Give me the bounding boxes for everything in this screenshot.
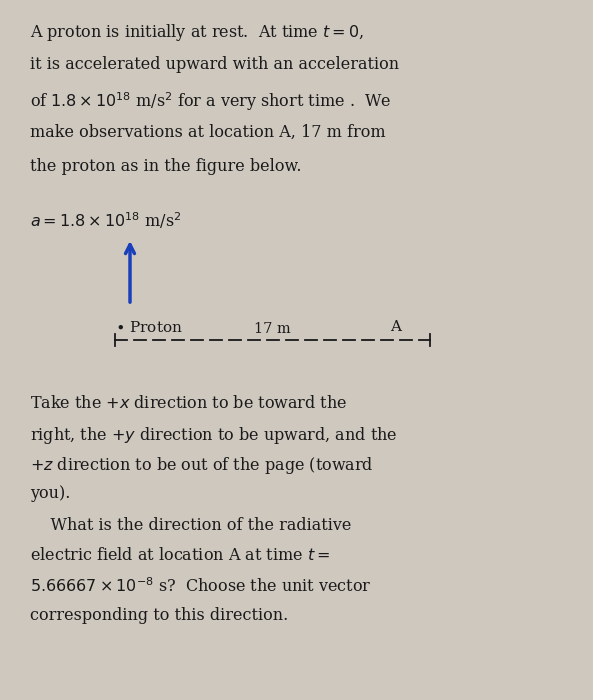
Text: $\bullet$ Proton: $\bullet$ Proton — [115, 320, 183, 335]
Text: What is the direction of the radiative: What is the direction of the radiative — [30, 517, 352, 534]
Text: of $1.8 \times 10^{18}$ m/s$^2$ for a very short time .  We: of $1.8 \times 10^{18}$ m/s$^2$ for a ve… — [30, 90, 391, 113]
Text: the proton as in the figure below.: the proton as in the figure below. — [30, 158, 301, 175]
Text: corresponding to this direction.: corresponding to this direction. — [30, 607, 288, 624]
Text: make observations at location A, 17 m from: make observations at location A, 17 m fr… — [30, 124, 385, 141]
Text: $5.66667 \times 10^{-8}$ s?  Choose the unit vector: $5.66667 \times 10^{-8}$ s? Choose the u… — [30, 577, 372, 596]
Text: Take the $+x$ direction to be toward the: Take the $+x$ direction to be toward the — [30, 395, 347, 412]
Text: right, the $+y$ direction to be upward, and the: right, the $+y$ direction to be upward, … — [30, 425, 397, 446]
Text: 17 m: 17 m — [254, 322, 291, 336]
Text: A: A — [390, 320, 401, 334]
Text: $a = 1.8\times 10^{18}$ m/s$^2$: $a = 1.8\times 10^{18}$ m/s$^2$ — [30, 210, 181, 231]
Text: electric field at location A at time $t =$: electric field at location A at time $t … — [30, 547, 330, 564]
Text: A proton is initially at rest.  At time $t = 0$,: A proton is initially at rest. At time $… — [30, 22, 364, 43]
Text: $+z$ direction to be out of the page (toward: $+z$ direction to be out of the page (to… — [30, 455, 374, 476]
Text: it is accelerated upward with an acceleration: it is accelerated upward with an acceler… — [30, 56, 399, 73]
Text: you).: you). — [30, 485, 71, 502]
